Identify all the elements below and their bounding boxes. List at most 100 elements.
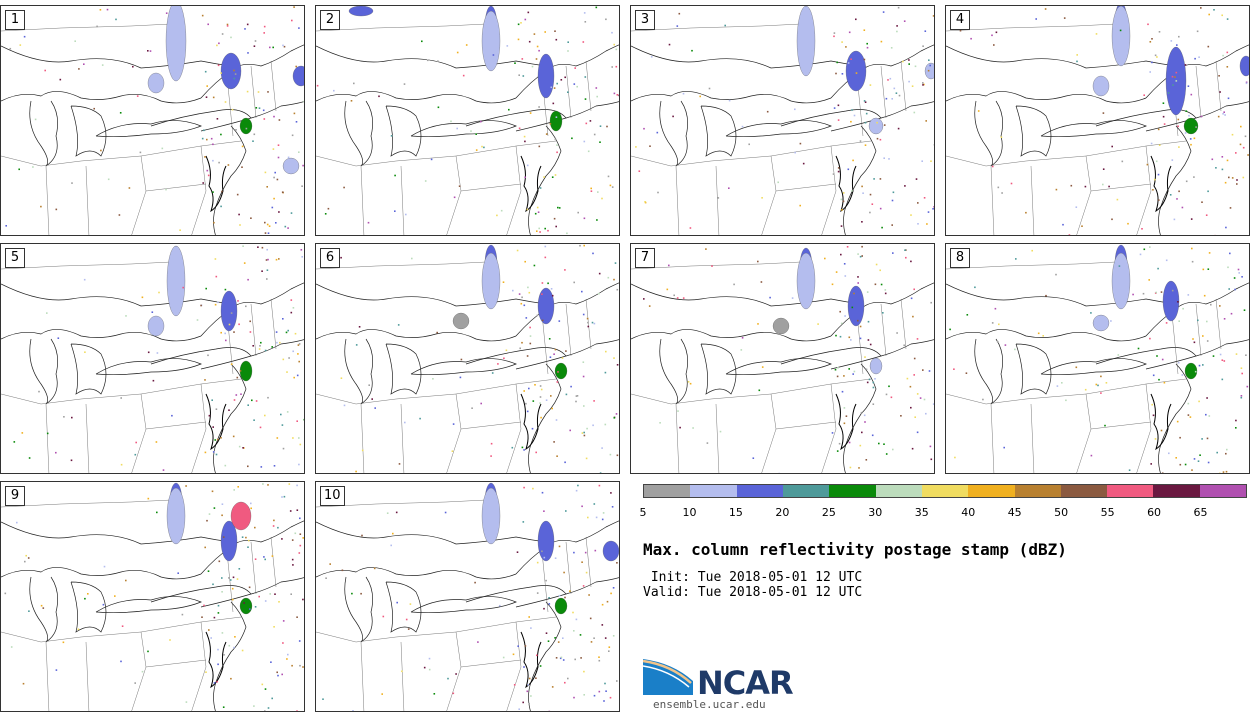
echo-speckle — [1084, 388, 1087, 391]
echo-speckle — [1149, 337, 1151, 340]
echo-speckle — [833, 35, 835, 38]
echo-speckle — [581, 432, 584, 434]
echo-speckle — [601, 624, 604, 626]
echo-speckle — [532, 487, 534, 490]
echo-speckle — [263, 32, 265, 34]
echo-speckle — [536, 592, 539, 594]
echo-speckle — [577, 484, 579, 487]
echo-speckle — [139, 151, 142, 154]
echo-speckle — [1222, 471, 1225, 473]
echo-speckle — [757, 260, 759, 263]
echo-speckle — [262, 483, 264, 485]
echo-speckle — [929, 445, 932, 448]
echo-speckle — [271, 346, 273, 348]
echo-speckle — [135, 441, 137, 444]
echo-speckle — [1218, 75, 1220, 77]
echo-speckle — [252, 345, 254, 347]
echo-speckle — [841, 390, 844, 393]
echo-speckle — [564, 681, 566, 684]
echo-speckle — [911, 447, 914, 450]
echo-speckle — [181, 613, 184, 616]
echo-speckle — [204, 379, 206, 381]
echo-speckle — [837, 104, 840, 107]
echo-speckle — [298, 552, 301, 554]
echo-speckle — [273, 465, 276, 467]
echo-speckle — [598, 656, 600, 658]
echo-speckle — [156, 511, 158, 514]
echo-speckle — [583, 12, 586, 14]
echo-speckle — [1157, 267, 1159, 270]
echo-speckle — [555, 38, 558, 41]
reflectivity-echo — [1239, 55, 1249, 77]
echo-speckle — [1108, 185, 1110, 188]
echo-speckle — [554, 557, 557, 559]
echo-speckle — [581, 561, 583, 563]
echo-speckle — [245, 536, 247, 539]
echo-speckle — [864, 121, 867, 124]
echo-speckle — [1229, 252, 1231, 255]
colorbar-tick-label: 10 — [682, 506, 697, 519]
echo-speckle — [574, 67, 576, 69]
echo-speckle — [869, 84, 872, 86]
echo-speckle — [609, 184, 612, 187]
echo-speckle — [207, 23, 209, 26]
echo-speckle — [282, 620, 285, 622]
echo-speckle — [991, 34, 993, 37]
echo-speckle — [254, 606, 257, 608]
echo-speckle — [859, 325, 862, 328]
echo-speckle — [543, 510, 545, 512]
echo-speckle — [503, 357, 505, 360]
echo-speckle — [535, 58, 538, 60]
echo-speckle — [1147, 23, 1149, 26]
echo-speckle — [1132, 293, 1134, 296]
echo-speckle — [1160, 429, 1163, 432]
echo-speckle — [853, 292, 855, 295]
echo-speckle — [516, 551, 519, 553]
echo-speckle — [840, 322, 843, 325]
echo-speckle — [516, 249, 519, 252]
echo-speckle — [205, 96, 208, 98]
echo-speckle — [204, 70, 207, 73]
echo-speckle — [236, 376, 239, 379]
echo-speckle — [799, 142, 802, 145]
echo-speckle — [914, 416, 916, 418]
echo-speckle — [541, 282, 544, 284]
echo-speckle — [864, 144, 867, 146]
echo-speckle — [204, 451, 207, 454]
echo-speckle — [1177, 125, 1179, 128]
echo-speckle — [204, 156, 206, 158]
echo-speckle — [120, 397, 122, 399]
echo-speckle — [240, 393, 242, 395]
member-number: 5 — [5, 248, 25, 268]
echo-speckle — [512, 653, 515, 656]
echo-speckle — [217, 301, 219, 304]
echo-speckle — [540, 416, 542, 419]
echo-speckle — [1184, 64, 1187, 66]
echo-speckle — [547, 640, 550, 642]
member-panel-4: 4 — [945, 5, 1250, 236]
member-number: 8 — [950, 248, 970, 268]
echo-speckle — [1056, 385, 1059, 387]
echo-speckle — [529, 335, 532, 337]
echo-speckle — [298, 343, 301, 345]
echo-speckle — [953, 368, 955, 370]
echo-speckle — [881, 226, 883, 229]
echo-speckle — [554, 637, 556, 639]
echo-speckle — [398, 463, 401, 465]
echo-speckle — [859, 255, 862, 258]
echo-speckle — [274, 593, 276, 595]
echo-speckle — [1181, 206, 1184, 209]
echo-speckle — [613, 92, 616, 95]
echo-speckle — [141, 296, 144, 299]
echo-speckle — [1171, 159, 1174, 161]
echo-speckle — [842, 200, 845, 203]
echo-speckle — [202, 182, 204, 184]
echo-speckle — [23, 35, 26, 38]
echo-speckle — [863, 100, 866, 102]
echo-speckle — [78, 68, 80, 70]
echo-speckle — [1104, 424, 1106, 427]
basemap — [631, 245, 934, 473]
echo-speckle — [1143, 248, 1146, 251]
echo-speckle — [1248, 76, 1249, 79]
echo-speckle — [554, 348, 557, 351]
